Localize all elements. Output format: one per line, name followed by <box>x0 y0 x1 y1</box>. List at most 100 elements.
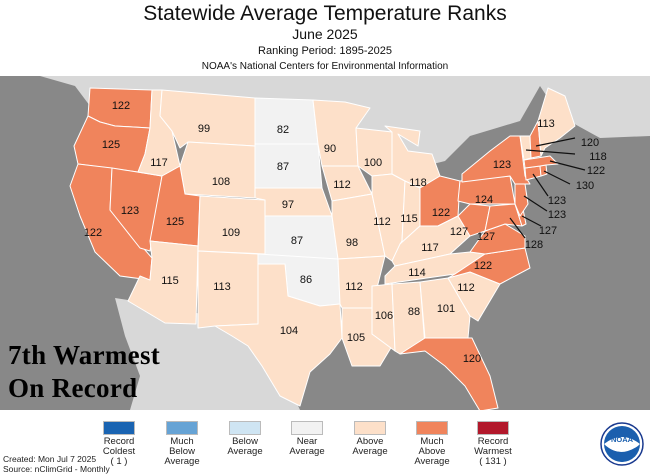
rank-label-NM: 113 <box>213 281 231 293</box>
map-title: Statewide Average Temperature Ranks <box>143 2 507 25</box>
rank-label-AR: 112 <box>345 281 363 293</box>
state-FL <box>399 337 499 410</box>
rank-label-AL: 88 <box>408 306 420 318</box>
legend-label: Above Average <box>352 436 388 457</box>
leader-line-RI <box>543 170 571 185</box>
rank-label-WY: 108 <box>212 176 230 188</box>
legend-swatch <box>291 421 323 435</box>
rank-label-MA: 122 <box>587 165 605 177</box>
rank-label-IA: 112 <box>333 179 351 191</box>
legend-label: Near Average <box>289 436 325 457</box>
rank-label-WA: 122 <box>112 100 130 112</box>
state-AZ <box>127 240 199 325</box>
state-GA <box>419 277 471 339</box>
legend-item-below: Below Average <box>215 421 275 457</box>
rank-label-VT: 118 <box>589 151 607 163</box>
rank-label-ME: 113 <box>537 118 555 130</box>
us-state-map: 122 125 122 123 117 99 108 125 115 109 1… <box>0 76 650 410</box>
legend-item-record-warmest: Record Warmest ( 131 ) <box>463 421 523 467</box>
rank-label-NV: 123 <box>121 205 139 217</box>
legend-item-above: Above Average <box>340 421 400 457</box>
rank-label-VA: 127 <box>477 231 495 243</box>
legend-label: Record Coldest ( 1 ) <box>102 436 136 467</box>
rank-label-NY: 123 <box>493 159 511 171</box>
rank-label-WV: 127 <box>450 226 468 238</box>
rank-label-NC: 122 <box>474 260 492 272</box>
agency-line: NOAA's National Centers for Environmenta… <box>201 61 449 72</box>
legend-swatch <box>166 421 198 435</box>
legend-item-much-below: Much Below Average <box>152 421 212 467</box>
leader-line-NH <box>535 137 576 147</box>
data-source: Source: nClimGrid - Monthly <box>3 464 110 474</box>
legend-label: Much Below Average <box>164 436 200 467</box>
rank-label-CT: 123 <box>548 195 566 207</box>
legend-label: Record Warmest ( 131 ) <box>474 436 512 467</box>
rank-label-TN: 114 <box>408 267 426 279</box>
leader-line-MA <box>549 160 586 171</box>
rank-label-NE: 97 <box>282 199 294 211</box>
rank-label-SD: 87 <box>277 161 289 173</box>
callout-line-1: 7th Warmest <box>8 340 161 370</box>
rank-label-MS: 106 <box>375 310 393 322</box>
rank-label-OH: 122 <box>432 207 450 219</box>
rank-label-MT: 99 <box>198 123 210 135</box>
noaa-logo: NOAA <box>600 422 644 466</box>
state-ME <box>537 87 576 157</box>
rank-label-ID: 117 <box>150 157 168 169</box>
rank-label-GA: 101 <box>437 303 455 315</box>
rank-label-IL: 112 <box>373 216 391 228</box>
rank-label-OK: 86 <box>300 274 312 286</box>
rank-label-SC: 112 <box>457 282 475 294</box>
rank-label-CA: 122 <box>84 227 102 239</box>
rank-label-MN: 90 <box>324 143 336 155</box>
rank-label-NH: 120 <box>581 137 599 149</box>
state-MA <box>523 155 559 169</box>
rank-label-LA: 105 <box>347 332 365 344</box>
legend-swatch <box>477 421 509 435</box>
rank-label-MO: 98 <box>346 237 358 249</box>
leader-lines <box>509 137 586 239</box>
noaa-logo-text: NOAA <box>611 435 634 444</box>
rank-label-FL: 120 <box>463 353 481 365</box>
state-TX <box>214 263 343 407</box>
legend-swatch <box>229 421 261 435</box>
rank-label-KY: 117 <box>421 242 439 254</box>
legend-swatch <box>416 421 448 435</box>
rank-label-ND: 82 <box>277 124 289 136</box>
leader-line-DE <box>521 215 542 227</box>
ranking-period: Ranking Period: 1895-2025 <box>258 45 392 57</box>
rank-label-RI: 130 <box>576 180 594 192</box>
rank-label-MI: 118 <box>409 177 427 189</box>
leader-line-CT <box>532 173 549 197</box>
rank-label-AZ: 115 <box>161 275 179 287</box>
leader-line-NJ <box>523 195 548 212</box>
mexico-landmass <box>115 298 300 410</box>
legend-swatch <box>354 421 386 435</box>
rank-label-DE: 127 <box>539 225 557 237</box>
created-date: Created: Mon Jul 7 2025 <box>3 454 97 464</box>
legend-label: Below Average <box>227 436 263 457</box>
rank-label-UT: 125 <box>166 216 184 228</box>
state-CO <box>197 195 266 255</box>
rank-label-IN: 115 <box>400 213 418 225</box>
state-WY <box>179 141 256 199</box>
rank-label-MD: 128 <box>525 239 543 251</box>
state-ND <box>254 97 319 145</box>
legend-swatch <box>103 421 135 435</box>
state-RI <box>539 164 548 177</box>
rank-label-NJ: 123 <box>548 209 566 221</box>
rank-label-CO: 109 <box>222 227 240 239</box>
state-MD <box>484 203 523 232</box>
legend-label: Much Above Average <box>414 436 450 467</box>
state-NJ <box>514 183 529 217</box>
map-subtitle: June 2025 <box>292 26 358 42</box>
rank-label-OR: 125 <box>102 139 120 151</box>
rank-label-PA: 124 <box>475 194 493 206</box>
legend-item-much-above: Much Above Average <box>402 421 462 467</box>
legend-item-near: Near Average <box>277 421 337 457</box>
rank-label-TX: 104 <box>280 325 298 337</box>
callout-line-2: On Record <box>8 373 138 403</box>
state-MI <box>384 125 441 189</box>
leader-line-MD <box>509 217 526 239</box>
leader-line-VT <box>525 149 576 155</box>
